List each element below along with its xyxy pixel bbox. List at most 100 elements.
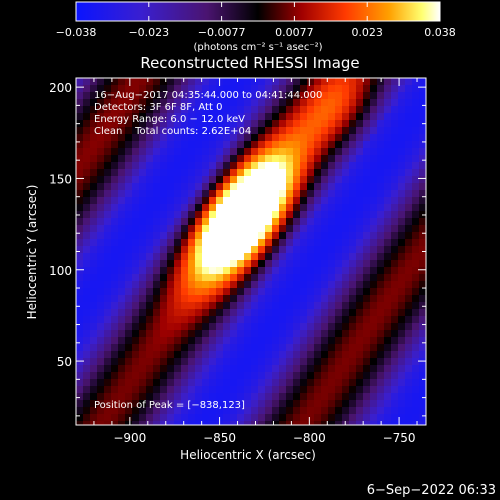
heatmap-cell [195,113,202,120]
heatmap-cell [314,92,321,99]
heatmap-cell [209,386,216,393]
heatmap-cell [412,372,419,379]
heatmap-cell [419,169,426,176]
heatmap-cell [83,106,90,113]
heatmap-cell [321,218,328,225]
heatmap-cell [363,211,370,218]
heatmap-cell [286,197,293,204]
heatmap-cell [139,218,146,225]
heatmap-cell [118,281,125,288]
heatmap-cell [321,197,328,204]
heatmap-cell [153,316,160,323]
heatmap-cell [384,351,391,358]
heatmap-cell [132,372,139,379]
heatmap-cell [237,211,244,218]
heatmap-cell [97,92,104,99]
heatmap-cell [370,246,377,253]
heatmap-cell [76,232,83,239]
heatmap-cell [181,141,188,148]
heatmap-cell [258,218,265,225]
heatmap-cell [342,337,349,344]
heatmap-cell [251,113,258,120]
heatmap-cell [146,78,153,85]
heatmap-cell [104,323,111,330]
heatmap-cell [111,239,118,246]
heatmap-cell [300,148,307,155]
heatmap-cell [300,169,307,176]
heatmap-cell [153,344,160,351]
heatmap-cell [307,260,314,267]
heatmap-cell [104,281,111,288]
heatmap-cell [195,120,202,127]
heatmap-cell [349,351,356,358]
heatmap-cell [286,169,293,176]
heatmap-cell [223,176,230,183]
heatmap-cell [90,197,97,204]
heatmap-cell [76,225,83,232]
heatmap-cell [342,253,349,260]
heatmap-cell [251,141,258,148]
heatmap-cell [279,155,286,162]
heatmap-cell [342,274,349,281]
heatmap-cell [251,365,258,372]
heatmap-cell [286,155,293,162]
heatmap-cell [125,316,132,323]
heatmap-cell [405,309,412,316]
heatmap-cell [300,337,307,344]
heatmap-cell [181,218,188,225]
heatmap-cell [167,365,174,372]
heatmap-cell [237,393,244,400]
heatmap-cell [244,204,251,211]
heatmap-cell [377,274,384,281]
heatmap-cell [328,85,335,92]
heatmap-cell [307,225,314,232]
heatmap-cell [391,204,398,211]
heatmap-cell [342,288,349,295]
heatmap-cell [111,288,118,295]
heatmap-cell [328,407,335,414]
heatmap-cell [132,148,139,155]
heatmap-cell [328,295,335,302]
heatmap-cell [160,225,167,232]
heatmap-cell [419,148,426,155]
heatmap-cell [160,155,167,162]
heatmap-cell [195,232,202,239]
heatmap-cell [181,274,188,281]
heatmap-cell [132,176,139,183]
heatmap-cell [398,337,405,344]
heatmap-cell [167,330,174,337]
heatmap-cell [272,162,279,169]
heatmap-cell [370,288,377,295]
heatmap-cell [209,190,216,197]
x-tick-label: −800 [293,431,326,445]
heatmap-cell [90,309,97,316]
heatmap-cell [419,407,426,414]
heatmap-cell [251,281,258,288]
heatmap-cell [188,414,195,421]
heatmap-cell [356,127,363,134]
heatmap-cell [335,85,342,92]
heatmap-cell [230,365,237,372]
heatmap-cell [90,155,97,162]
heatmap-cell [202,92,209,99]
heatmap-cell [167,113,174,120]
heatmap-cell [111,337,118,344]
heatmap-cell [167,267,174,274]
heatmap-cell [174,386,181,393]
heatmap-cell [307,134,314,141]
heatmap-cell [412,155,419,162]
heatmap-cell [419,288,426,295]
heatmap-cell [132,134,139,141]
heatmap-cell [76,113,83,120]
peak-position-label: Position of Peak = [−838,123] [94,400,245,411]
heatmap-cell [258,169,265,176]
heatmap-cell [349,372,356,379]
heatmap-cell [405,414,412,421]
heatmap-cell [363,309,370,316]
heatmap-cell [181,267,188,274]
heatmap-cell [293,148,300,155]
heatmap-cell [97,169,104,176]
heatmap-cell [314,239,321,246]
heatmap-cell [76,253,83,260]
heatmap-cell [125,365,132,372]
